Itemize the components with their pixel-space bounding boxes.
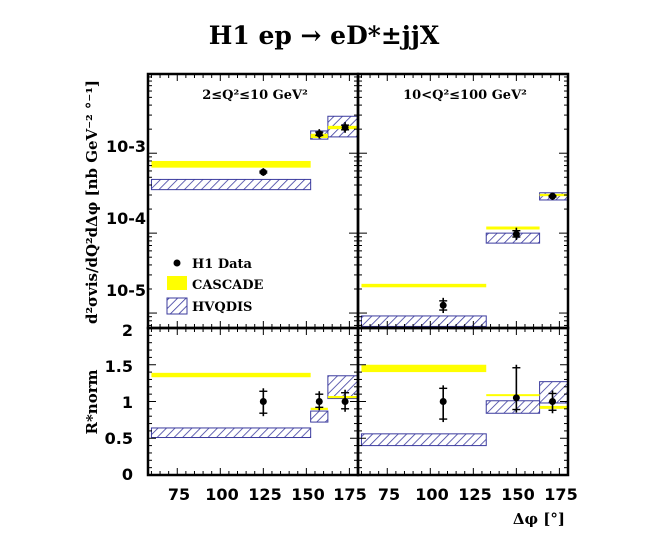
panel-frame: [356, 72, 570, 330]
y-axis-title-xsec: d²σvis/dQ²dΔφ [nb GeV⁻² °⁻¹]: [83, 80, 101, 324]
x-tick-label: 175: [333, 485, 366, 504]
hvqdis-band: [327, 375, 359, 400]
chart-title: H1 ep → eD*±jjX: [209, 21, 440, 50]
cascade-band: [361, 364, 487, 373]
data-point: [259, 168, 267, 176]
hvqdis-band: [485, 400, 541, 414]
panel-frame: [146, 326, 360, 477]
panel-label-low-q2: 2≤Q²≤10 GeV²: [202, 88, 308, 103]
xsec-y-tick-labels: 10-3 10-4 10-5: [106, 137, 146, 300]
data-point: [439, 301, 447, 309]
panel-frame: [356, 326, 570, 477]
legend-label-cascade: CASCADE: [192, 278, 264, 293]
hvqdis-band: [310, 410, 329, 423]
cascade-band: [361, 283, 487, 288]
data-point: [439, 398, 447, 405]
data-point: [341, 123, 349, 131]
panel-xsec-high: [356, 72, 570, 330]
hvqdis-band: [150, 178, 312, 191]
xsec-y-tick-label: 10-4: [106, 209, 146, 228]
ratio-y-tick-label: 0.5: [105, 429, 133, 448]
hvqdis-band: [360, 433, 487, 447]
cascade-band: [151, 372, 311, 378]
legend-label-hvqdis: HVQDIS: [192, 300, 252, 315]
data-point: [315, 130, 323, 138]
cascade-band: [327, 395, 358, 399]
panel-ratio-low: [146, 326, 360, 477]
legend-cascade-swatch: [167, 276, 187, 290]
hvqdis-band: [485, 232, 541, 244]
x-tick-label: 100: [415, 485, 448, 504]
cascade-band: [539, 405, 568, 409]
legend-hvqdis-swatch: [166, 297, 188, 315]
ratio-y-tick-label: 1.5: [105, 357, 133, 376]
cascade-band: [486, 226, 540, 230]
data-point: [259, 398, 267, 405]
data-point: [341, 398, 349, 405]
ratio-y-tick-label: 1: [122, 393, 133, 412]
x-tick-labels-left: 75 100 125 150 175: [168, 485, 367, 504]
x-tick-labels-right: 75 100 125 150 175: [378, 485, 578, 504]
x-tick-label: 100: [205, 485, 238, 504]
x-tick-label: 150: [291, 485, 324, 504]
panel-ratio-high: [356, 326, 570, 477]
legend: H1 Data CASCADE HVQDIS: [166, 257, 264, 315]
x-tick-label: 75: [378, 485, 400, 504]
hvqdis-band: [360, 315, 487, 327]
panel-label-high-q2: 10<Q²≤100 GeV²: [403, 88, 527, 103]
data-point: [512, 230, 520, 238]
x-tick-label: 125: [248, 485, 281, 504]
x-tick-label: 75: [168, 485, 190, 504]
ratio-y-tick-labels: 0 0.5 1 1.5 2: [105, 321, 133, 484]
hvqdis-band: [150, 427, 312, 439]
xsec-y-tick-label: 10-5: [106, 281, 146, 300]
data-point: [549, 192, 557, 200]
ratio-y-tick-label: 0: [122, 465, 133, 484]
data-point: [512, 394, 520, 402]
ratio-y-tick-label: 2: [122, 321, 133, 340]
x-axis-title: Δφ [°]: [513, 510, 565, 528]
legend-data-marker: [173, 259, 181, 267]
data-point: [549, 398, 557, 405]
legend-label-data: H1 Data: [192, 257, 253, 272]
y-axis-title-ratio: R*norm: [83, 369, 101, 434]
cascade-band: [151, 160, 311, 168]
cascade-band: [486, 394, 540, 397]
x-tick-label: 125: [458, 485, 491, 504]
x-tick-label: 150: [501, 485, 534, 504]
data-point: [315, 398, 323, 405]
xsec-y-tick-label: 10-3: [106, 137, 146, 156]
x-tick-label: 175: [544, 485, 577, 504]
